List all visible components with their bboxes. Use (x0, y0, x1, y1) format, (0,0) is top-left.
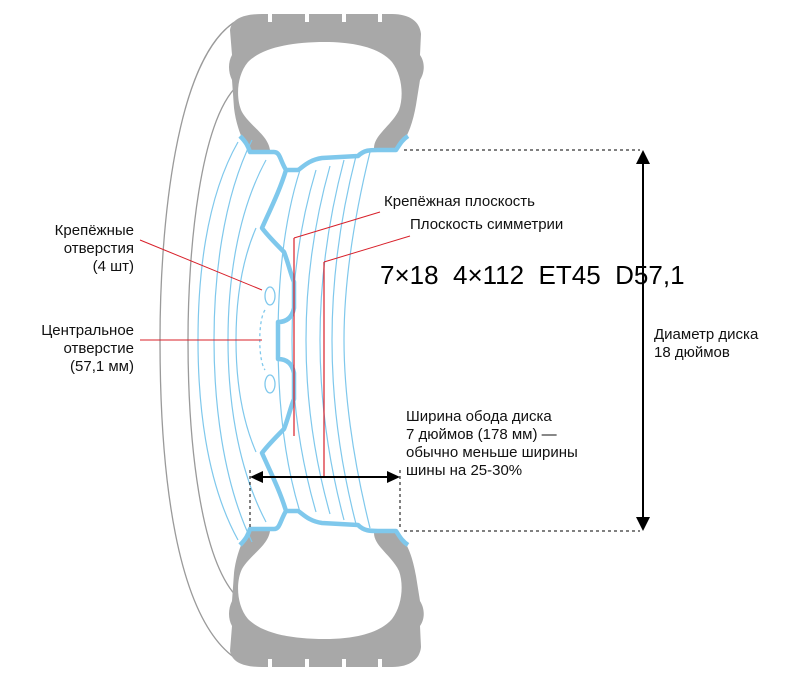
mount-hole-upper (264, 286, 276, 306)
rim-width-label: Ширина обода диска 7 дюймов (178 мм) — о… (406, 408, 578, 479)
rim-profile-top (238, 134, 410, 173)
rim-disc-face-top (259, 169, 297, 340)
symmetry-plane-label: Плоскость симметрии (410, 216, 564, 233)
diameter-dimension (404, 149, 650, 532)
diameter-label: Диаметр диска 18 дюймов (654, 326, 759, 361)
tire-top-section (229, 14, 424, 150)
mount-plane-label: Крепёжная плоскость (384, 193, 535, 210)
mount-holes-label: Крепёжные отверстия (4 шт) (54, 222, 134, 275)
tire-bottom-section (229, 531, 424, 667)
tire-tread (268, 14, 382, 667)
wheel-spec-code: 7×18 4×112 ET45 D57,1 (380, 260, 685, 290)
width-dimension (249, 470, 401, 527)
leader-lines (139, 211, 411, 341)
mount-hole-lower (264, 374, 276, 394)
center-bore-label: Центральное отверстие (57,1 мм) (41, 322, 134, 375)
rim-perspective-lines (197, 139, 371, 543)
rim-disc-face-bottom (259, 340, 297, 512)
rim-profile-bottom (238, 508, 410, 547)
